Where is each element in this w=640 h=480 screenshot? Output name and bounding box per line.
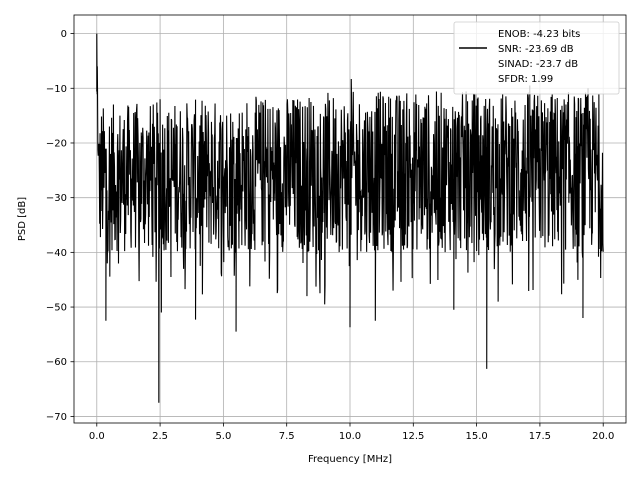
legend-entry: SFDR: 1.99	[498, 74, 553, 85]
y-tick-label: −20	[46, 138, 67, 149]
x-tick-label: 7.5	[279, 431, 295, 442]
x-tick-label: 0.0	[89, 431, 105, 442]
y-tick-label: −70	[46, 412, 67, 423]
legend-box	[453, 21, 620, 95]
x-tick-label: 10.0	[339, 431, 361, 442]
x-tick-label: 12.5	[402, 431, 424, 442]
y-axis-ticks: 0 −10 −20 −30 −40 −50 −60 −70	[46, 29, 74, 423]
y-tick-label: −60	[46, 357, 67, 368]
x-axis-ticks: 0.0 2.5 5.0 7.5 10.0 12.5 15.0 17.5 20.0	[89, 423, 614, 442]
legend-entry: SINAD: -23.7 dB	[498, 59, 578, 70]
y-tick-label: −40	[46, 248, 67, 259]
y-axis-label: PSD [dB]	[17, 197, 28, 241]
y-tick-label: −30	[46, 193, 67, 204]
x-tick-label: 5.0	[215, 431, 231, 442]
psd-trace	[96, 33, 604, 403]
y-tick-label: −10	[46, 84, 67, 95]
x-tick-label: 15.0	[465, 431, 487, 442]
legend: ENOB: -4.23 bits SNR: -23.69 dB SINAD: -23…	[453, 21, 620, 95]
x-tick-label: 20.0	[592, 431, 614, 442]
x-tick-label: 2.5	[152, 431, 168, 442]
y-tick-label: 0	[61, 29, 67, 40]
x-tick-label: 17.5	[529, 431, 551, 442]
legend-entry: ENOB: -4.23 bits	[498, 29, 580, 40]
x-axis-label: Frequency [MHz]	[308, 454, 392, 465]
y-tick-label: −50	[46, 303, 67, 314]
legend-entry: SNR: -23.69 dB	[498, 44, 574, 55]
psd-line	[96, 33, 604, 403]
